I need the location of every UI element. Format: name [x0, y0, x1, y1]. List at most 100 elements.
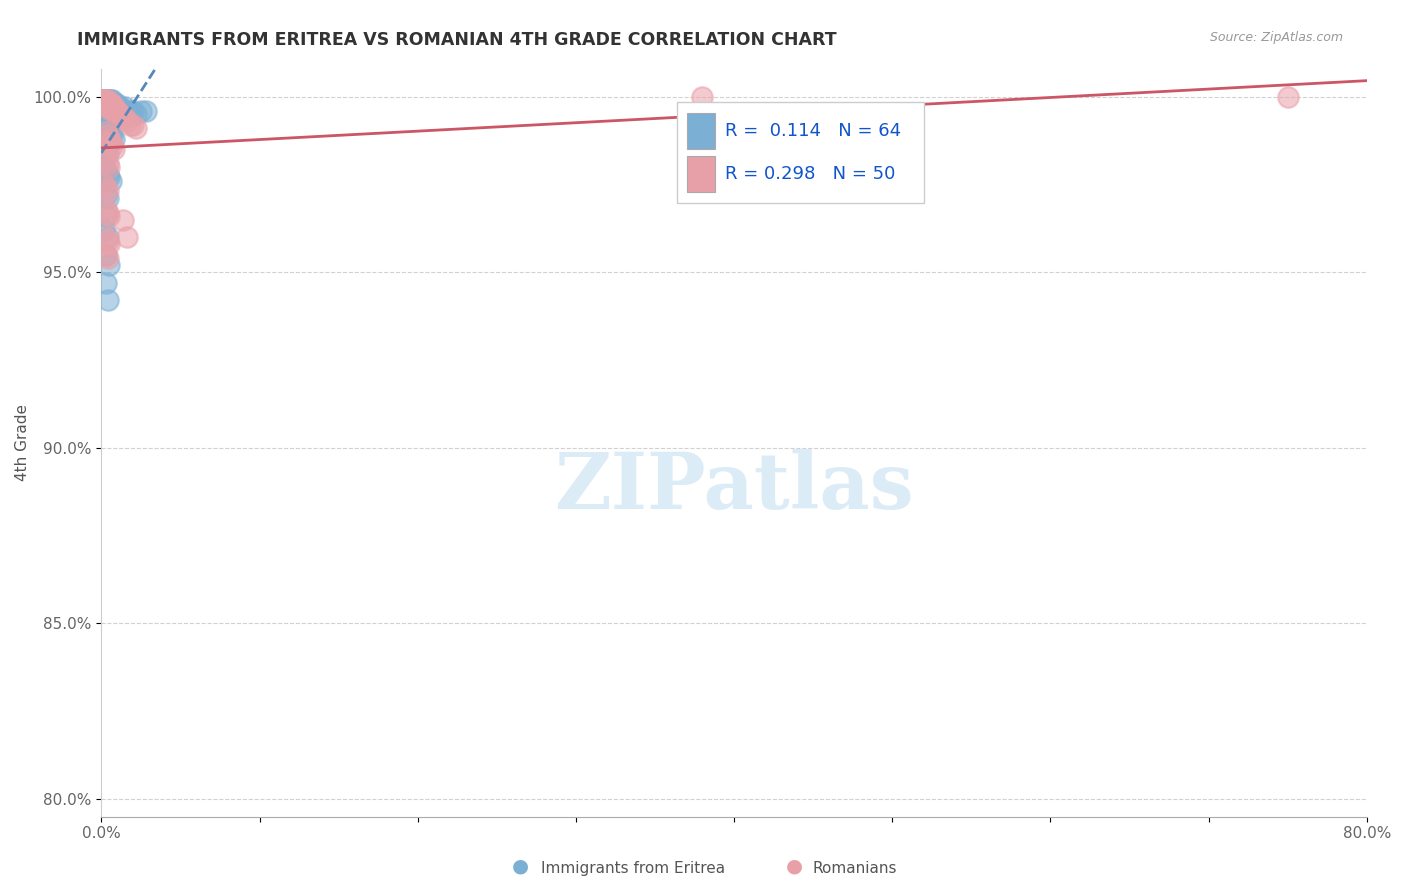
- Point: [103, 100, 125, 114]
- Point: [94, 230, 117, 244]
- Point: [94, 142, 117, 156]
- Point: [94, 100, 117, 114]
- Point: [93, 96, 115, 111]
- Point: [94, 96, 117, 111]
- Point: [97, 230, 120, 244]
- Point: [692, 89, 714, 103]
- Point: [101, 138, 124, 153]
- Point: [94, 276, 117, 290]
- Point: [100, 174, 122, 188]
- Point: [93, 93, 115, 107]
- Point: [94, 209, 117, 223]
- Point: [110, 100, 132, 114]
- Point: [115, 230, 138, 244]
- Point: [105, 103, 128, 118]
- Point: [115, 114, 138, 128]
- Point: [118, 118, 141, 132]
- Text: IMMIGRANTS FROM ERITREA VS ROMANIAN 4TH GRADE CORRELATION CHART: IMMIGRANTS FROM ERITREA VS ROMANIAN 4TH …: [77, 31, 837, 49]
- Bar: [688, 156, 716, 192]
- Point: [103, 96, 125, 111]
- Point: [97, 128, 120, 143]
- Point: [101, 103, 124, 118]
- Point: [101, 96, 124, 111]
- Point: [94, 153, 117, 167]
- Point: [104, 96, 127, 111]
- Point: [93, 223, 115, 237]
- Point: [101, 93, 124, 107]
- FancyBboxPatch shape: [678, 103, 924, 203]
- Point: [97, 167, 120, 181]
- Point: [98, 93, 121, 107]
- Point: [129, 103, 152, 118]
- Point: [101, 128, 124, 143]
- Point: [97, 191, 120, 205]
- Point: [97, 234, 120, 248]
- Point: [98, 121, 121, 136]
- Point: [100, 125, 122, 139]
- Point: [114, 100, 136, 114]
- Point: [94, 114, 117, 128]
- Point: [112, 212, 135, 227]
- Text: ●: ●: [512, 857, 529, 876]
- Text: ●: ●: [786, 857, 803, 876]
- Point: [94, 188, 117, 202]
- Point: [98, 170, 121, 185]
- Point: [98, 258, 121, 272]
- Point: [101, 96, 124, 111]
- Point: [103, 132, 125, 146]
- Point: [94, 100, 117, 114]
- Point: [97, 93, 120, 107]
- Point: [111, 103, 134, 118]
- Point: [97, 251, 120, 265]
- Point: [94, 93, 117, 107]
- Point: [97, 93, 120, 107]
- Point: [1277, 89, 1299, 103]
- Point: [94, 125, 117, 139]
- Point: [98, 209, 121, 223]
- Point: [97, 118, 120, 132]
- Point: [103, 103, 125, 118]
- Point: [94, 96, 117, 111]
- Y-axis label: 4th Grade: 4th Grade: [15, 404, 30, 481]
- Point: [122, 103, 145, 118]
- Point: [98, 96, 121, 111]
- Text: Romanians: Romanians: [813, 861, 897, 876]
- Point: [122, 118, 145, 132]
- Point: [93, 160, 115, 174]
- Point: [103, 100, 125, 114]
- Point: [104, 100, 127, 114]
- Point: [107, 100, 129, 114]
- Point: [97, 185, 120, 199]
- Point: [104, 103, 127, 118]
- Point: [97, 96, 120, 111]
- Point: [100, 96, 122, 111]
- Point: [100, 136, 122, 150]
- Point: [98, 96, 121, 111]
- Point: [94, 202, 117, 216]
- Point: [93, 178, 115, 192]
- Point: [93, 96, 115, 111]
- Point: [93, 100, 115, 114]
- Point: [118, 103, 141, 118]
- Point: [93, 93, 115, 107]
- Point: [94, 247, 117, 261]
- Text: Immigrants from Eritrea: Immigrants from Eritrea: [541, 861, 725, 876]
- Point: [125, 121, 148, 136]
- Point: [114, 111, 136, 125]
- Point: [94, 93, 117, 107]
- Point: [98, 100, 121, 114]
- Text: R =  0.114   N = 64: R = 0.114 N = 64: [725, 122, 901, 140]
- Point: [91, 93, 114, 107]
- Point: [98, 160, 121, 174]
- Point: [97, 205, 120, 219]
- Point: [100, 103, 122, 118]
- Point: [98, 103, 121, 118]
- Point: [97, 293, 120, 308]
- Point: [100, 96, 122, 111]
- Point: [105, 96, 128, 111]
- Point: [115, 103, 138, 118]
- Point: [112, 103, 135, 118]
- Point: [97, 96, 120, 111]
- Text: Source: ZipAtlas.com: Source: ZipAtlas.com: [1209, 31, 1343, 45]
- Point: [94, 107, 117, 121]
